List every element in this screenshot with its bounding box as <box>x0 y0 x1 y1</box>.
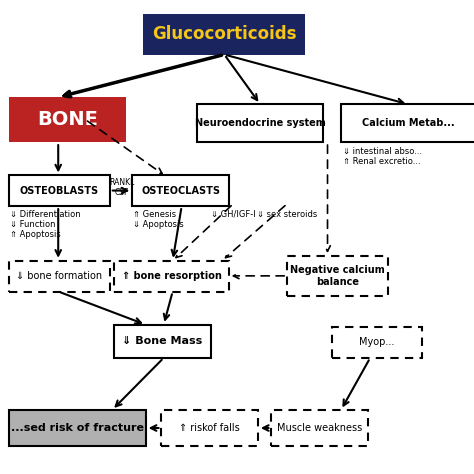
Text: ⇓ GH/IGF-I: ⇓ GH/IGF-I <box>211 210 255 219</box>
Text: Muscle weakness: Muscle weakness <box>277 423 362 433</box>
Text: ⇓ bone formation: ⇓ bone formation <box>16 271 102 281</box>
Text: Glucocorticoids: Glucocorticoids <box>152 26 297 43</box>
FancyBboxPatch shape <box>114 325 211 358</box>
Text: ⇑ Genesis
⇓ Apoptosis: ⇑ Genesis ⇓ Apoptosis <box>133 210 184 229</box>
Text: ...sed risk of fracture: ...sed risk of fracture <box>11 423 144 433</box>
Text: OSTEOCLASTS: OSTEOCLASTS <box>141 186 220 196</box>
FancyBboxPatch shape <box>9 261 110 292</box>
FancyBboxPatch shape <box>162 410 258 446</box>
FancyBboxPatch shape <box>9 97 126 142</box>
Text: ⇓ Differentiation
⇓ Function
⇑ Apoptosis: ⇓ Differentiation ⇓ Function ⇑ Apoptosis <box>10 210 81 239</box>
Text: ⇓ Bone Mass: ⇓ Bone Mass <box>122 336 203 346</box>
Text: BONE: BONE <box>37 110 98 129</box>
Text: Myop...: Myop... <box>359 337 394 347</box>
Text: OSTEOBLASTS: OSTEOBLASTS <box>20 186 99 196</box>
Text: ⇑ bone resorption: ⇑ bone resorption <box>122 271 221 281</box>
FancyBboxPatch shape <box>287 256 388 296</box>
Text: Negative calcium
balance: Negative calcium balance <box>290 265 385 287</box>
Text: ⇓ intestinal abso...
⇑ Renal excretio...: ⇓ intestinal abso... ⇑ Renal excretio... <box>343 147 422 166</box>
FancyBboxPatch shape <box>114 261 229 292</box>
Text: Calcium Metab...: Calcium Metab... <box>362 118 455 128</box>
FancyBboxPatch shape <box>144 14 305 55</box>
FancyBboxPatch shape <box>9 410 146 446</box>
FancyBboxPatch shape <box>272 410 368 446</box>
Text: ⇓ sex steroids: ⇓ sex steroids <box>257 210 317 219</box>
Text: Neuroendocrine system: Neuroendocrine system <box>195 118 326 128</box>
FancyBboxPatch shape <box>132 175 229 206</box>
Text: RANKL
CSF: RANKL CSF <box>109 178 135 197</box>
Text: ⇑ riskof falls: ⇑ riskof falls <box>179 423 240 433</box>
FancyBboxPatch shape <box>341 104 474 142</box>
FancyBboxPatch shape <box>332 327 422 358</box>
FancyBboxPatch shape <box>197 104 323 142</box>
FancyBboxPatch shape <box>9 175 110 206</box>
